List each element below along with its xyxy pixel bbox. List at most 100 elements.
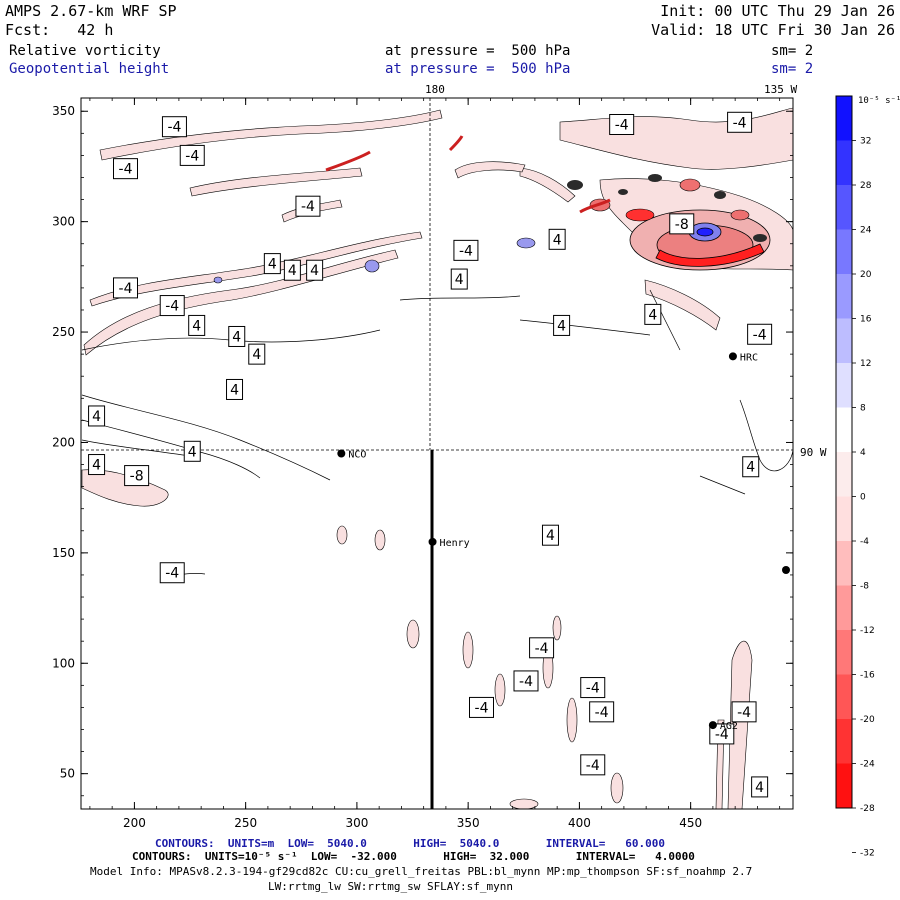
vorticity-streaks (325, 135, 611, 214)
field-1-name: Relative vorticity (9, 43, 161, 59)
y-tick-label: 250 (52, 325, 75, 339)
contour-label-box (513, 670, 539, 692)
contour-label-box (88, 405, 106, 427)
contour-label-text: -4 (165, 299, 179, 315)
colorbar-bin (836, 630, 852, 675)
contour-label-text: 4 (232, 329, 241, 345)
contour-label-text: -4 (165, 566, 179, 582)
init-time: Init: 00 UTC Thu 29 Jan 26 (660, 2, 895, 20)
contour-label-box (88, 454, 106, 476)
y-tick-label: 350 (52, 104, 75, 118)
footer-height-contours: CONTOURS: UNITS=m LOW= 5040.0 HIGH= 5040… (155, 837, 665, 850)
contour-label: 4 (306, 259, 324, 281)
station-dot-edge (782, 566, 790, 574)
colorbar-bin (836, 407, 852, 452)
contour-label: 4 (742, 456, 760, 478)
contour-label-box (113, 158, 138, 180)
contour-label-text: -4 (753, 327, 767, 343)
colorbar-tick-label: 12 (860, 359, 871, 369)
colorbar-unit: 10⁻⁵ s⁻¹ (858, 96, 900, 106)
contour-label: -4 (161, 116, 187, 138)
station-dot-henry (428, 537, 437, 546)
contour-label-text: 4 (553, 232, 562, 248)
contour-labels: -4-4-4-4-4 -4-4-8-4-4-4-8-4-4-4-4-4-4-4-4… (88, 111, 773, 798)
field-1-pressure: at pressure = 500 hPa (385, 43, 571, 59)
station-markers: NCO HRC Henry AG2 (337, 352, 790, 732)
contour-label: 4 (183, 440, 201, 462)
station-dot-nco (337, 449, 346, 458)
contour-label-text: 4 (755, 780, 764, 796)
station-label-hrc: HRC (740, 352, 758, 363)
colorbar-tick-label: -4 (860, 537, 869, 547)
footer-vorticity-contours: CONTOURS: UNITS=10⁻⁵ s⁻¹ LOW= -32.000 HI… (132, 850, 695, 863)
contour-label-text: 4 (268, 257, 277, 273)
contour-label-box (751, 776, 769, 798)
contour-label-box (548, 228, 566, 250)
contour-label-box (306, 259, 324, 281)
colorbar-tick-label: 16 (860, 315, 872, 325)
y-tick-label: 150 (52, 546, 75, 560)
contour-label-box (183, 440, 201, 462)
contour-label: -4 (159, 295, 185, 317)
contour-label-box (295, 195, 321, 217)
contour-label: -4 (727, 111, 753, 133)
x-tick-label: 250 (234, 816, 257, 830)
colorbar-tick-label: 20 (860, 270, 872, 280)
contour-label-text: -4 (615, 117, 629, 133)
colorbar-tick-label: 24 (860, 226, 872, 236)
contour-label-text: 4 (455, 272, 464, 288)
station-label-ag2: AG2 (720, 721, 738, 732)
x-tick-label: 400 (568, 816, 591, 830)
contour-label-text: -4 (119, 281, 133, 297)
vorticity-field: -4-4-4-4-4 -4-4-8-4-4-4-8-4-4-4-4-4-4-4-4… (81, 98, 793, 809)
contour-label-box (159, 562, 185, 584)
contour-label-text: 4 (252, 347, 261, 363)
contour-label: -4 (580, 754, 606, 776)
contour-label: 4 (553, 314, 571, 336)
contour-label-box (453, 239, 479, 261)
lon-label-180: 180 (425, 83, 445, 96)
contour-label: -4 (159, 562, 185, 584)
plot-frame (80, 97, 794, 810)
model-title: AMPS 2.67-km WRF SP (5, 2, 177, 20)
positive-vorticity-areas (213, 237, 536, 284)
contour-label: -4 (113, 158, 138, 180)
valid-time: Valid: 18 UTC Fri 30 Jan 26 (651, 21, 895, 39)
station-label-henry: Henry (440, 538, 470, 549)
storm-core (567, 174, 771, 271)
lon-label-90w: 90 W (800, 446, 827, 459)
contour-label-box (469, 696, 494, 718)
contour-label-box (529, 637, 555, 659)
contour-label-text: 4 (310, 263, 319, 279)
contour-label: 4 (248, 343, 266, 365)
contour-label-text: -4 (167, 120, 181, 136)
field-1-smoothing: sm= 2 (771, 43, 814, 59)
contour-label-box (727, 111, 753, 133)
contour-label-text: 4 (746, 460, 755, 476)
contour-label-box (113, 277, 138, 299)
contour-label-box (747, 323, 773, 345)
contour-label-box (553, 314, 571, 336)
colorbar-bin (836, 140, 852, 185)
contour-label: -4 (113, 277, 138, 299)
contour-label-text: 4 (557, 318, 566, 334)
contour-label-box (731, 701, 757, 723)
contour-label: 4 (226, 378, 244, 400)
contour-label: 4 (283, 259, 301, 281)
station-dot-hrc (728, 352, 737, 361)
x-tick-label: 200 (123, 816, 146, 830)
contour-label-box (644, 303, 662, 325)
contour-label-text: -8 (130, 469, 144, 485)
colorbar-bin (836, 719, 852, 764)
contour-label: -4 (295, 195, 321, 217)
colorbar-tick-label: -16 (860, 671, 875, 681)
contour-label: -4 (747, 323, 773, 345)
contour-label-text: -4 (519, 674, 533, 690)
contour-label-box (228, 325, 246, 347)
contour-label-text: 4 (288, 263, 297, 279)
colorbar-bin (836, 452, 852, 497)
contour-label-text: -4 (737, 705, 751, 721)
colorbar-bin (836, 229, 852, 274)
colorbar-tick-label: -20 (860, 715, 875, 725)
